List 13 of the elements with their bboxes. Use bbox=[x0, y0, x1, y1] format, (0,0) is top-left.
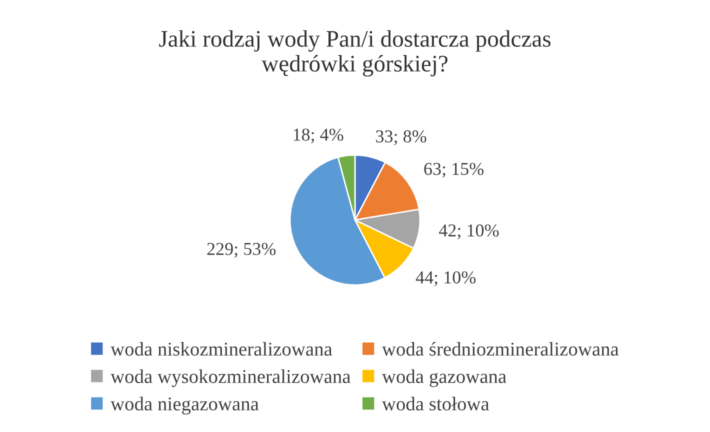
data-label: 33; 8% bbox=[376, 130, 426, 146]
data-label: 42; 10% bbox=[438, 224, 499, 240]
legend-label: woda niegazowana bbox=[110, 396, 259, 414]
data-label: 44; 10% bbox=[416, 271, 476, 286]
legend-label: woda niskozmineralizowana bbox=[110, 342, 332, 356]
legend-label: woda stołowa bbox=[382, 396, 490, 410]
data-label: 229; 53% bbox=[207, 242, 276, 258]
legend-label: woda gazowana bbox=[382, 369, 506, 388]
chart-title: Jaki rodzaj wody Pan/i dostarcza podczas wędrówki górskiej? bbox=[159, 30, 551, 77]
data-label: 63; 15% bbox=[424, 162, 484, 178]
data-label: 18; 4% bbox=[294, 128, 344, 144]
legend-label: woda średniozmineralizowana bbox=[382, 342, 619, 356]
legend-label: woda wysokozmineralizowana bbox=[110, 369, 351, 388]
